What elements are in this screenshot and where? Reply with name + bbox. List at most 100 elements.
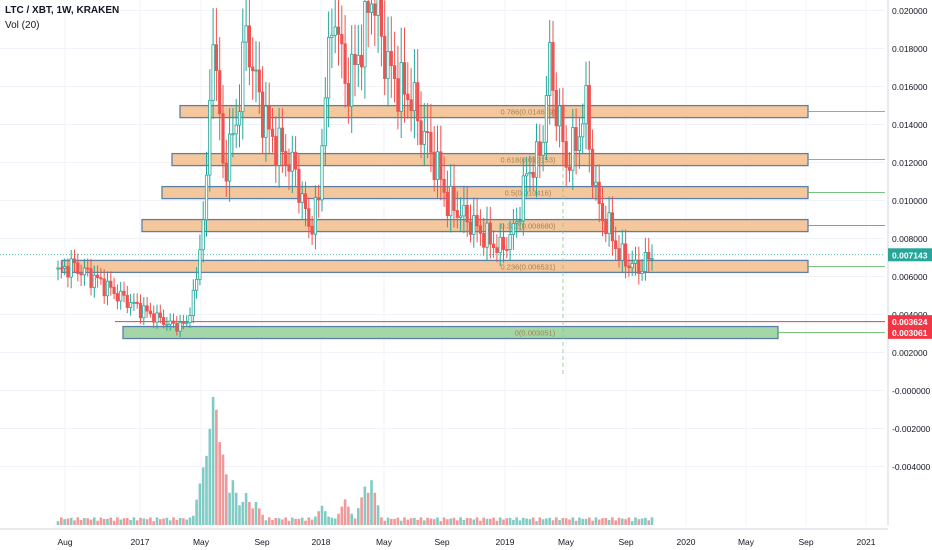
time-tick-label: Sep — [618, 537, 633, 547]
candle-body — [247, 25, 251, 68]
candle-body — [610, 212, 615, 242]
time-tick-label: Sep — [434, 537, 449, 547]
volume-bar — [604, 517, 608, 525]
candle-body — [435, 151, 440, 180]
volume-bar — [360, 497, 363, 525]
candle-body — [581, 123, 585, 138]
volume-bar — [155, 517, 159, 525]
price-tick-label: 0.014000 — [892, 120, 928, 130]
candle-body — [650, 258, 654, 260]
volume-bar — [109, 517, 113, 525]
volume-bar — [479, 520, 482, 525]
candle-body — [350, 53, 354, 107]
volume-bar — [482, 517, 485, 525]
candle-body — [293, 151, 298, 170]
volume-bar — [588, 517, 591, 525]
candle-body — [538, 141, 542, 156]
time-tick-label: Sep — [798, 537, 813, 547]
volume-bar — [390, 518, 393, 525]
candle-body — [112, 286, 116, 294]
volume-bar — [380, 517, 383, 525]
volume-bar — [208, 429, 212, 525]
candle-body — [148, 310, 152, 315]
time-tick-label: May — [738, 537, 755, 547]
candle-body — [171, 320, 176, 324]
candle-body — [587, 85, 591, 150]
candle-body — [495, 247, 499, 253]
candle-body — [607, 212, 611, 235]
candle-body — [92, 274, 96, 288]
price-tick-label: 0.006000 — [892, 272, 928, 282]
volume-bar — [294, 518, 297, 525]
fib-label-0.618: 0.618(0.012153) — [500, 156, 556, 165]
volume-bar — [261, 514, 264, 525]
candle-body — [320, 145, 324, 201]
candle-body — [317, 197, 321, 201]
volume-bar — [406, 519, 410, 525]
volume-bar — [63, 519, 66, 525]
candle-body — [508, 234, 512, 251]
time-tick-label: 2021 — [857, 537, 876, 547]
candle-body — [376, 0, 380, 16]
candle-body — [264, 105, 268, 138]
candle-body — [185, 322, 189, 325]
volume-bar — [99, 517, 103, 525]
volume-bar — [538, 517, 542, 525]
candle-body — [326, 37, 331, 99]
volume-bar — [571, 517, 575, 525]
fib-zone-0.236 — [61, 259, 809, 274]
candle-body — [102, 278, 106, 297]
candle-body — [145, 305, 149, 312]
volume-bar — [122, 518, 126, 525]
price-tick-label: -0.000000 — [892, 386, 931, 396]
volume-bar — [634, 517, 637, 525]
volume-bar — [432, 519, 436, 525]
volume-bar — [376, 505, 380, 525]
volume-bar — [426, 517, 429, 525]
volume-bar — [545, 518, 548, 525]
candle-body — [458, 215, 463, 218]
volume-bar — [446, 519, 449, 525]
symbol-title: LTC / XBT, 1W, KRAKEN — [5, 5, 120, 16]
volume-bar — [347, 506, 350, 525]
volume-bar — [459, 517, 462, 525]
volume-bar — [188, 517, 192, 525]
volume-bar — [192, 515, 195, 525]
volume-bar — [300, 517, 304, 525]
volume-bar — [512, 519, 515, 525]
time-tick-label: 2017 — [131, 537, 150, 547]
volume-bar — [211, 397, 215, 525]
volume-bar — [647, 520, 650, 525]
price-tick-label: 0.010000 — [892, 196, 928, 206]
candle-body — [399, 62, 403, 112]
candle-body — [138, 303, 143, 319]
volume-bar — [79, 519, 83, 525]
volume-bar — [221, 454, 225, 525]
volume-bar — [350, 513, 353, 525]
candle-body — [109, 280, 113, 288]
volume-bar — [561, 517, 565, 525]
volume-bar — [142, 518, 146, 525]
candle-body — [472, 215, 476, 235]
candle-body — [445, 191, 450, 217]
volume-bar — [357, 508, 360, 525]
volume-bar — [601, 518, 604, 525]
candle-body — [158, 312, 162, 318]
volume-bar — [353, 518, 357, 525]
candle-body — [432, 151, 436, 180]
volume-bar — [116, 517, 119, 525]
candle-body — [627, 265, 631, 269]
candle-body — [132, 301, 136, 304]
volume-bar — [182, 518, 185, 525]
candle-body — [178, 322, 182, 332]
candle-body — [465, 204, 469, 223]
volume-bar — [373, 492, 377, 525]
volume-bar — [456, 520, 459, 525]
candle-body — [478, 225, 483, 234]
volume-bar — [281, 519, 284, 525]
candle-body — [346, 83, 351, 107]
price-tick-label: 0.008000 — [892, 234, 928, 244]
volume-bar — [287, 520, 291, 525]
volume-bar — [555, 517, 558, 525]
